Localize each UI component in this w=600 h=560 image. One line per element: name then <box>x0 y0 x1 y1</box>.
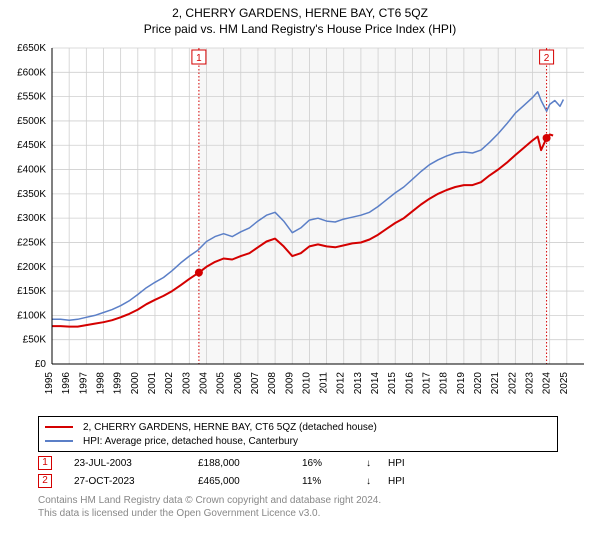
svg-text:2015: 2015 <box>387 372 398 395</box>
transaction-row: 2 27-OCT-2023 £465,000 11% ↓ HPI <box>38 472 558 490</box>
arrow-down-icon: ↓ <box>366 476 374 487</box>
svg-text:2017: 2017 <box>422 372 433 395</box>
svg-text:2020: 2020 <box>473 372 484 395</box>
svg-text:2000: 2000 <box>130 372 141 395</box>
transaction-ref: HPI <box>388 458 428 469</box>
svg-text:2019: 2019 <box>456 372 467 395</box>
legend-row: HPI: Average price, detached house, Cant… <box>45 434 551 448</box>
svg-text:2010: 2010 <box>301 372 312 395</box>
svg-text:2007: 2007 <box>250 372 261 395</box>
svg-text:1997: 1997 <box>78 372 89 395</box>
svg-text:1: 1 <box>196 53 202 64</box>
svg-text:£300K: £300K <box>17 213 46 224</box>
chart-title-address: 2, CHERRY GARDENS, HERNE BAY, CT6 5QZ <box>0 0 600 20</box>
legend-label: HPI: Average price, detached house, Cant… <box>83 436 298 447</box>
svg-text:£500K: £500K <box>17 116 46 127</box>
transaction-pct: 16% <box>302 458 352 469</box>
svg-text:£0: £0 <box>35 359 47 370</box>
svg-text:2016: 2016 <box>404 372 415 395</box>
page-root: 2, CHERRY GARDENS, HERNE BAY, CT6 5QZ Pr… <box>0 0 600 560</box>
svg-text:2005: 2005 <box>216 372 227 395</box>
svg-text:£200K: £200K <box>17 262 46 273</box>
svg-text:£550K: £550K <box>17 92 46 103</box>
arrow-down-icon: ↓ <box>366 458 374 469</box>
svg-text:2023: 2023 <box>525 372 536 395</box>
transaction-marker: 1 <box>38 456 52 470</box>
legend-box: 2, CHERRY GARDENS, HERNE BAY, CT6 5QZ (d… <box>38 416 558 452</box>
svg-text:2004: 2004 <box>198 372 209 395</box>
svg-text:1995: 1995 <box>44 372 55 395</box>
transaction-date: 23-JUL-2003 <box>74 458 184 469</box>
svg-text:£450K: £450K <box>17 140 46 151</box>
svg-text:2008: 2008 <box>267 372 278 395</box>
svg-text:2024: 2024 <box>542 372 553 395</box>
footer-line-2: This data is licensed under the Open Gov… <box>38 507 381 520</box>
svg-text:1999: 1999 <box>113 372 124 395</box>
svg-text:1996: 1996 <box>61 372 72 395</box>
transaction-price: £465,000 <box>198 476 288 487</box>
svg-text:£400K: £400K <box>17 165 46 176</box>
transaction-pct: 11% <box>302 476 352 487</box>
svg-text:£250K: £250K <box>17 237 46 248</box>
svg-text:2009: 2009 <box>284 372 295 395</box>
svg-text:2002: 2002 <box>164 372 175 395</box>
legend-swatch <box>45 440 73 442</box>
svg-text:2022: 2022 <box>507 372 518 395</box>
svg-text:£650K: £650K <box>17 43 46 54</box>
svg-text:2025: 2025 <box>559 372 570 395</box>
legend-row: 2, CHERRY GARDENS, HERNE BAY, CT6 5QZ (d… <box>45 420 551 434</box>
svg-text:2012: 2012 <box>336 372 347 395</box>
svg-text:2006: 2006 <box>233 372 244 395</box>
transaction-row: 1 23-JUL-2003 £188,000 16% ↓ HPI <box>38 454 558 472</box>
svg-text:£600K: £600K <box>17 67 46 78</box>
svg-text:2003: 2003 <box>181 372 192 395</box>
svg-text:1998: 1998 <box>95 372 106 395</box>
svg-text:2018: 2018 <box>439 372 450 395</box>
legend-swatch <box>45 426 73 428</box>
transaction-ref: HPI <box>388 476 428 487</box>
footer-line-1: Contains HM Land Registry data © Crown c… <box>38 494 381 507</box>
transaction-marker: 2 <box>38 474 52 488</box>
price-chart: £0 £50K £100K £150K £200K £250K £300K £350K £400… <box>0 42 600 412</box>
svg-text:2013: 2013 <box>353 372 364 395</box>
chart-subtitle: Price paid vs. HM Land Registry's House … <box>0 20 600 40</box>
footer-attribution: Contains HM Land Registry data © Crown c… <box>38 494 381 520</box>
svg-text:£150K: £150K <box>17 286 46 297</box>
chart-container: £0 £50K £100K £150K £200K £250K £300K £350K £400… <box>0 42 600 412</box>
svg-text:£50K: £50K <box>23 335 47 346</box>
svg-text:2014: 2014 <box>370 372 381 395</box>
svg-text:£350K: £350K <box>17 189 46 200</box>
transaction-price: £188,000 <box>198 458 288 469</box>
svg-text:2001: 2001 <box>147 372 158 395</box>
svg-text:2011: 2011 <box>319 372 330 394</box>
transaction-date: 27-OCT-2023 <box>74 476 184 487</box>
transaction-table: 1 23-JUL-2003 £188,000 16% ↓ HPI 2 27-OCT-2023 £… <box>38 454 558 490</box>
legend-label: 2, CHERRY GARDENS, HERNE BAY, CT6 5QZ (d… <box>83 422 377 433</box>
svg-text:£100K: £100K <box>17 310 46 321</box>
svg-text:2: 2 <box>544 53 550 64</box>
svg-text:2021: 2021 <box>490 372 501 395</box>
